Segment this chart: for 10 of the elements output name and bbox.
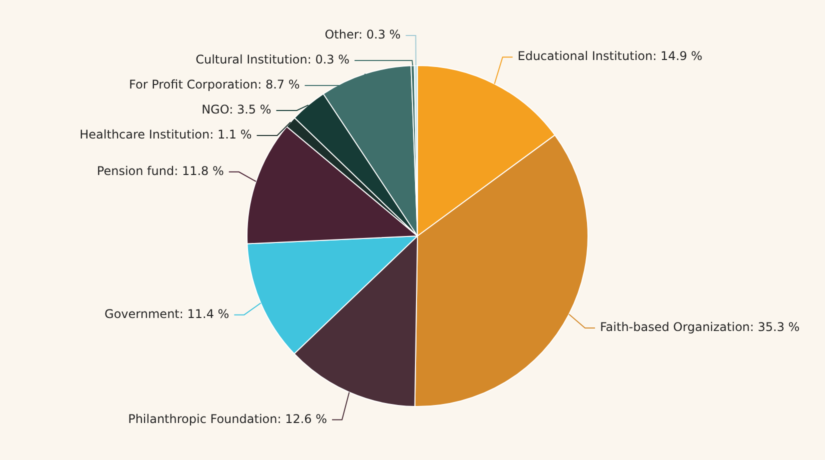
slice-label: Government: 11.4 % — [104, 306, 230, 321]
slice-label: Healthcare Institution: 1.1 % — [80, 128, 252, 142]
slice-label: Philanthropic Foundation: 12.6 % — [128, 412, 328, 426]
slice-label: Other: 0.3 % — [324, 28, 401, 42]
slice-label: For Profit Corporation: 8.7 % — [129, 78, 300, 92]
slice-label: NGO: 3.5 % — [202, 102, 272, 117]
slice-label: Cultural Institution: 0.3 % — [196, 52, 350, 67]
slice-label: Pension fund: 11.8 % — [96, 164, 224, 178]
slice-label: Educational Institution: 14.9 % — [518, 49, 702, 64]
slice-label: Faith-based Organization: 35.3 % — [600, 320, 800, 334]
